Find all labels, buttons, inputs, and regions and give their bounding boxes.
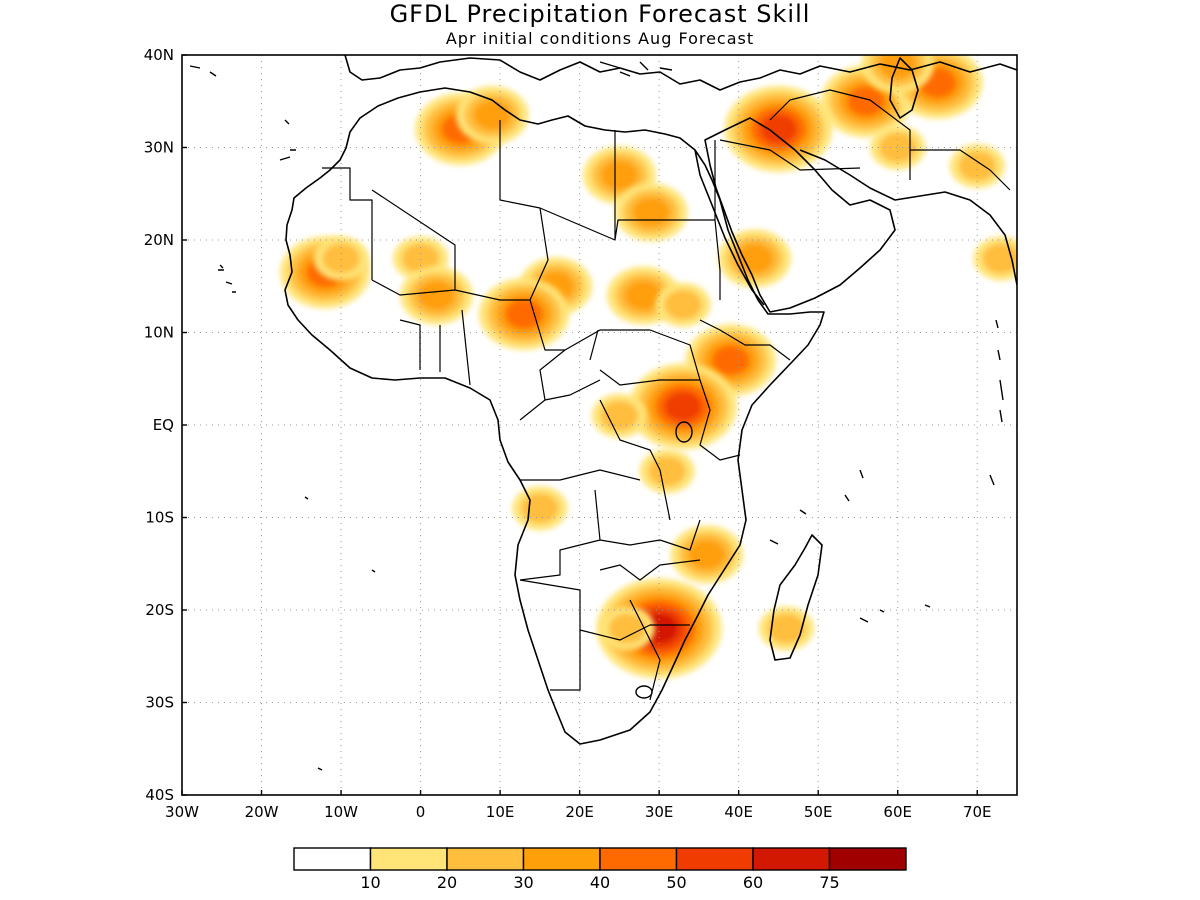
africa-coastline	[284, 87, 825, 745]
colorbar-swatch	[828, 847, 907, 871]
skill-region	[313, 236, 369, 281]
latitude-tick-label: 30N	[144, 139, 174, 157]
colorbar-swatch	[446, 847, 525, 871]
skill-region	[591, 393, 647, 438]
skill-contour	[521, 493, 559, 524]
colorbar-level-label: 20	[437, 873, 457, 892]
longitude-tick-label: 20W	[245, 803, 279, 821]
skill-contour	[847, 86, 885, 117]
skill-region	[614, 183, 688, 242]
caspian-sea-coast	[889, 57, 919, 119]
skill-region	[599, 606, 655, 651]
skill-contour	[958, 151, 996, 181]
skill-contour	[711, 345, 750, 376]
skill-region	[724, 86, 833, 172]
longitude-tick-label: 0	[416, 803, 426, 821]
colorbar-swatch	[599, 847, 678, 871]
skill-contour	[608, 613, 647, 644]
skill-region	[655, 282, 711, 327]
skill-contour	[600, 160, 639, 191]
skill-contour	[688, 539, 726, 570]
colorbar-level-label: 75	[819, 873, 839, 892]
chart-subtitle: Apr initial conditions Aug Forecast	[446, 29, 754, 48]
skill-contour	[624, 280, 662, 311]
longitude-tick-label: 20E	[565, 803, 594, 821]
skill-region	[478, 278, 569, 350]
colorbar-level-label: 50	[666, 873, 686, 892]
skill-region	[512, 486, 568, 531]
colorbar-level-label: 10	[360, 873, 380, 892]
skill-contour	[473, 100, 511, 131]
skill-contour	[401, 243, 440, 274]
mediterranean-north-coast	[344, 55, 1017, 91]
longitude-tick-label: 40E	[724, 803, 753, 821]
colorbar: 10 20 30 40 50 60 75	[293, 847, 907, 892]
colorbar-level-label: 40	[590, 873, 610, 892]
skill-contour	[759, 114, 798, 144]
longitude-tick-labels: 30W 20W 10W 0 10E 20E 30E 40E 50E 60E 70E	[165, 790, 992, 821]
skill-contour	[648, 456, 686, 487]
longitude-tick-label: 30W	[165, 803, 199, 821]
skill-region	[400, 266, 473, 325]
latitude-tick-labels: 40N 30N 20N 10N EQ 10S 20S 30S 40S	[144, 46, 187, 804]
latitude-tick-label: 10N	[144, 324, 174, 342]
latitude-tick-label: 20S	[145, 601, 174, 619]
skill-contour	[632, 197, 670, 228]
longitude-tick-label: 70E	[963, 803, 992, 821]
skill-contour	[664, 289, 702, 320]
skill-contour	[417, 280, 456, 311]
skill-contour	[767, 613, 806, 644]
persian-gulf-coast	[799, 149, 1017, 286]
longitude-tick-label: 50E	[804, 803, 833, 821]
skill-region	[718, 229, 791, 288]
skill-contour	[322, 243, 360, 274]
latitude-tick-label: 10S	[145, 509, 174, 527]
skill-contour	[600, 400, 639, 431]
skill-region	[670, 525, 744, 584]
colorbar-swatch	[675, 847, 754, 871]
red-sea-coast	[694, 149, 765, 306]
skill-region	[973, 236, 1017, 281]
map-plot-area	[181, 54, 1018, 796]
latitude-tick-label: 30S	[145, 694, 174, 712]
skill-contour	[982, 243, 1017, 274]
skill-region	[949, 144, 1005, 188]
colorbar-level-label: 30	[513, 873, 533, 892]
skill-region	[455, 86, 529, 145]
longitude-tick-label: 60E	[883, 803, 912, 821]
latitude-tick-label: EQ	[153, 416, 174, 434]
latitude-tick-label: 40S	[145, 786, 174, 804]
madagascar-coastline	[769, 534, 823, 661]
small-islands	[189, 61, 1004, 771]
latitude-tick-label: 40N	[144, 46, 174, 64]
skill-contour	[735, 243, 774, 274]
colorbar-swatch	[369, 847, 448, 871]
skill-region	[629, 363, 737, 450]
skill-region	[870, 125, 926, 170]
skill-contour	[505, 299, 543, 329]
longitude-tick-label: 30E	[645, 803, 674, 821]
longitude-tick-label: 10W	[324, 803, 358, 821]
longitude-tick-label: 10E	[486, 803, 515, 821]
country-borders	[322, 89, 1011, 701]
arabian-peninsula-coastline	[704, 117, 896, 313]
latitude-tick-label: 20N	[144, 231, 174, 249]
colorbar-swatch	[293, 847, 372, 871]
skill-region	[639, 449, 695, 494]
colorbar-swatch	[522, 847, 601, 871]
colorbar-level-label: 60	[743, 873, 763, 892]
skill-contour	[664, 391, 702, 422]
chart-title: GFDL Precipitation Forecast Skill	[390, 0, 811, 28]
coastlines-and-borders	[189, 55, 1017, 771]
skill-contour	[878, 132, 917, 163]
colorbar-swatch	[752, 847, 831, 871]
